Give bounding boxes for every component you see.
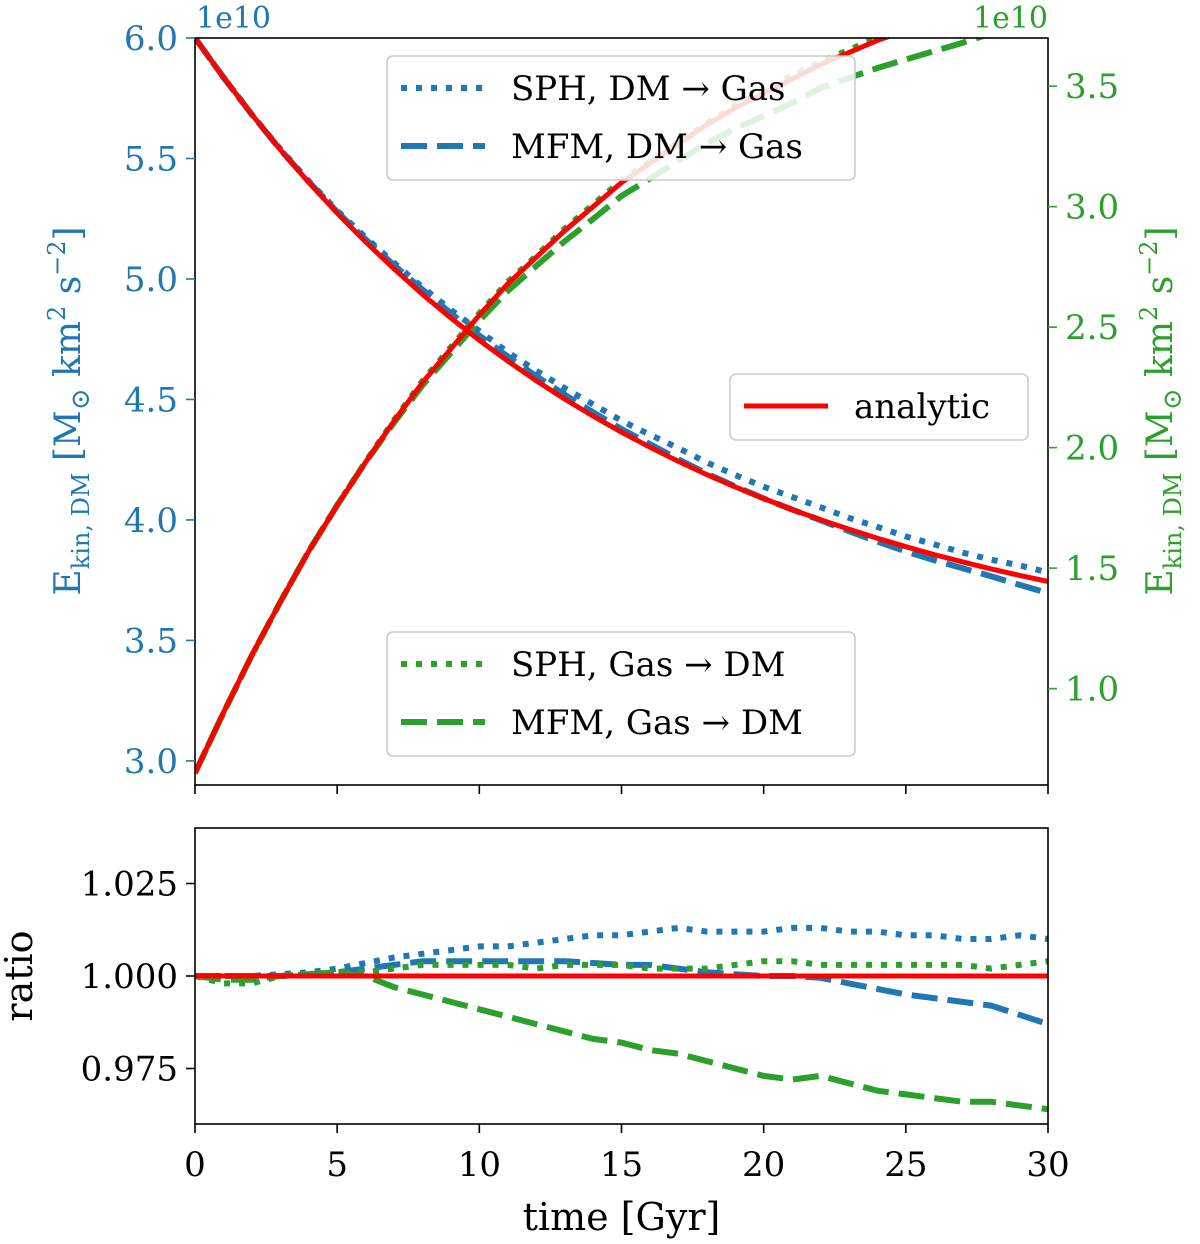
legend-label-mfm-gas-to-dm: MFM, Gas → DM <box>511 703 803 743</box>
right-ytick-label: 2.0 <box>1065 429 1119 469</box>
legend-label-mfm-dm-to-gas: MFM, DM → Gas <box>511 127 803 167</box>
ratio-sph-dm-to-gas-line <box>195 924 1048 979</box>
legend-analytic-box <box>729 373 1029 441</box>
legend-label-analytic: analytic <box>854 387 990 427</box>
ratio-ytick-label: 1.025 <box>81 865 178 905</box>
right-ytick-label: 1.5 <box>1065 549 1119 589</box>
xtick-label: 30 <box>1026 1145 1069 1185</box>
right-scale-label: 1e10 <box>973 1 1048 36</box>
right-ytick-label: 3.0 <box>1065 188 1119 228</box>
left-ytick-label: 5.5 <box>124 139 178 179</box>
series-sph-dm-to-gas-line <box>195 38 1048 576</box>
left-y-axis-label: Ekin, DM [M⊙ km2 s−2] <box>43 226 96 595</box>
legend-gas-to-dm-box <box>386 631 856 757</box>
legend-label-sph-dm-to-gas: SPH, DM → Gas <box>511 69 786 109</box>
left-ytick-label: 6.0 <box>124 19 178 59</box>
right-ytick-label: 2.5 <box>1065 308 1119 348</box>
xtick-label: 25 <box>884 1145 927 1185</box>
ratio-ytick-label: 1.000 <box>81 957 178 997</box>
legend-dm-to-gas-box <box>386 55 856 181</box>
right-y-axis-label: Ekin, DM [M⊙ km2 s−2] <box>1135 226 1188 595</box>
legend-label-sph-gas-to-dm: SPH, Gas → DM <box>511 645 786 685</box>
ratio-ytick-label: 0.975 <box>81 1050 178 1090</box>
xtick-label: 5 <box>326 1145 348 1185</box>
legend-gas-to-dm: SPH, Gas → DM MFM, Gas → DM <box>386 631 856 757</box>
left-ytick-label: 5.0 <box>124 260 178 300</box>
series-analytic-left-line <box>195 38 1048 584</box>
ratio-mfm-gas-to-dm-line <box>195 969 1048 1113</box>
left-ytick-label: 4.5 <box>124 380 178 420</box>
xtick-label: 10 <box>458 1145 501 1185</box>
left-ytick-label: 3.0 <box>124 742 178 782</box>
xtick-label: 15 <box>600 1145 643 1185</box>
xtick-label: 20 <box>742 1145 785 1185</box>
right-ytick-label: 1.0 <box>1065 670 1119 710</box>
right-ytick-label: 3.5 <box>1065 67 1119 107</box>
left-ytick-label: 3.5 <box>124 621 178 661</box>
x-axis-label: time [Gyr] <box>523 1195 721 1239</box>
series-analytic-right-line <box>195 38 893 775</box>
left-ytick-label: 4.0 <box>124 501 178 541</box>
xtick-label: 0 <box>184 1145 206 1185</box>
legend-dm-to-gas: SPH, DM → Gas MFM, DM → Gas <box>386 55 856 181</box>
legend-analytic: analytic <box>729 373 1029 441</box>
ratio-y-axis-label: ratio <box>0 930 41 1021</box>
left-scale-label: 1e10 <box>196 1 271 36</box>
